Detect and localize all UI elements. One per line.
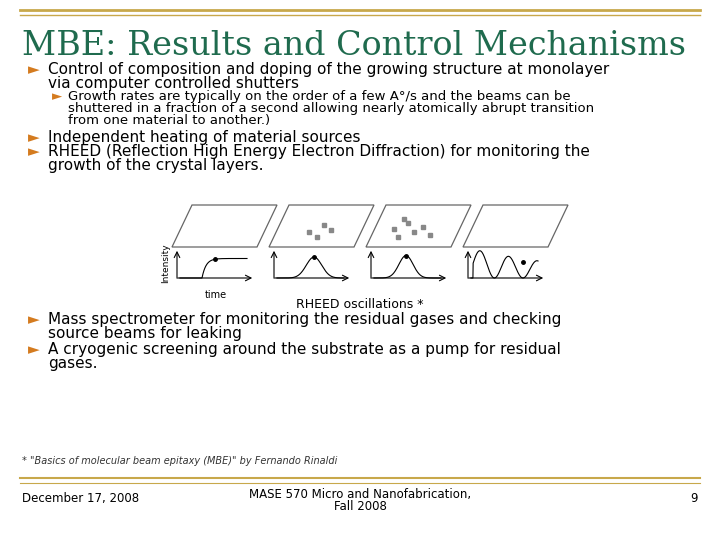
Text: Intensity: Intensity [161, 243, 170, 283]
Text: from one material to another.): from one material to another.) [68, 114, 270, 127]
Polygon shape [269, 205, 374, 247]
Text: shuttered in a fraction of a second allowing nearly atomically abrupt transition: shuttered in a fraction of a second allo… [68, 102, 594, 115]
Text: ►: ► [28, 62, 40, 77]
Text: Fall 2008: Fall 2008 [333, 500, 387, 513]
Text: A cryogenic screening around the substrate as a pump for residual: A cryogenic screening around the substra… [48, 342, 561, 357]
Text: * "Basics of molecular beam epitaxy (MBE)" by Fernando Rinaldi: * "Basics of molecular beam epitaxy (MBE… [22, 456, 338, 466]
Text: ►: ► [28, 144, 40, 159]
Text: Independent heating of material sources: Independent heating of material sources [48, 130, 361, 145]
Text: time: time [205, 290, 227, 300]
Text: RHEED oscillations *: RHEED oscillations * [296, 298, 424, 311]
Text: ►: ► [28, 130, 40, 145]
Polygon shape [366, 205, 471, 247]
Text: ►: ► [52, 90, 62, 103]
Text: RHEED (Reflection High Energy Electron Diffraction) for monitoring the: RHEED (Reflection High Energy Electron D… [48, 144, 590, 159]
Text: Mass spectrometer for monitoring the residual gases and checking: Mass spectrometer for monitoring the res… [48, 312, 562, 327]
Text: 9: 9 [690, 492, 698, 505]
Text: source beams for leaking: source beams for leaking [48, 326, 242, 341]
Polygon shape [172, 205, 277, 247]
Text: growth of the crystal layers.: growth of the crystal layers. [48, 158, 264, 173]
Text: via computer controlled shutters: via computer controlled shutters [48, 76, 299, 91]
Text: December 17, 2008: December 17, 2008 [22, 492, 139, 505]
Polygon shape [463, 205, 568, 247]
Text: MASE 570 Micro and Nanofabrication,: MASE 570 Micro and Nanofabrication, [249, 488, 471, 501]
Text: ►: ► [28, 342, 40, 357]
Text: ►: ► [28, 312, 40, 327]
Text: gases.: gases. [48, 356, 97, 371]
Text: Growth rates are typically on the order of a few A°/s and the beams can be: Growth rates are typically on the order … [68, 90, 571, 103]
Text: Control of composition and doping of the growing structure at monolayer: Control of composition and doping of the… [48, 62, 609, 77]
Text: MBE: Results and Control Mechanisms: MBE: Results and Control Mechanisms [22, 30, 686, 62]
